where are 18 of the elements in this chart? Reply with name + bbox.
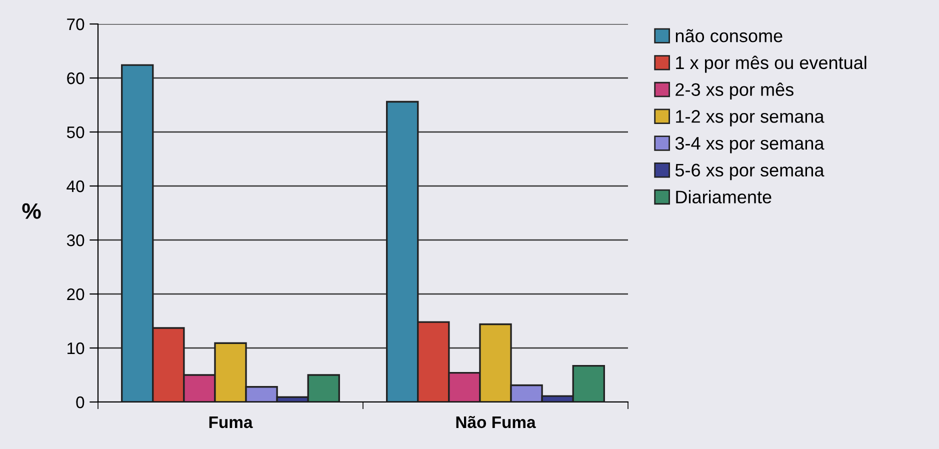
legend-label: 1-2 xs por semana	[676, 110, 824, 126]
legend-label: não consome	[676, 29, 782, 42]
y-tick-label: 70	[67, 18, 84, 30]
y-tick-label: 10	[68, 342, 84, 354]
y-tick-label: 40	[66, 180, 84, 192]
y-axis-title: %	[22, 203, 41, 219]
legend-label: 5-6 xs por semana	[675, 164, 824, 180]
x-tick-label: Não Fuma	[456, 416, 536, 428]
x-tick-label: Fuma	[209, 416, 253, 428]
y-tick-label: 50	[66, 126, 84, 138]
legend-label: Diariamente	[676, 190, 772, 204]
y-tick-label: 20	[67, 288, 84, 300]
legend-label: 2-3 xs por mês	[676, 82, 794, 100]
legend-label: 3-4 xs por semana	[675, 136, 824, 154]
legend-label: 1 x por mês ou eventual	[676, 56, 866, 73]
y-tick-label: 60	[67, 72, 84, 84]
y-tick-label: 30	[66, 234, 84, 246]
y-tick-label: 0	[76, 396, 84, 408]
